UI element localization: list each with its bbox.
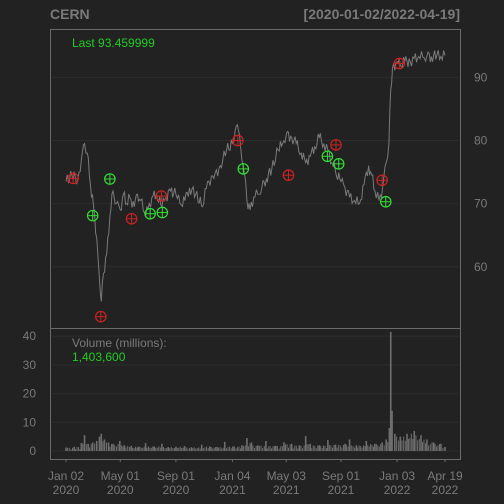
- buy-marker: [237, 163, 250, 175]
- volume-tick-label: 40: [23, 329, 37, 343]
- x-tick-label-line2: 2020: [53, 483, 80, 497]
- volume-bars: [65, 331, 446, 451]
- price-line: [65, 50, 446, 302]
- volume-tick-label: 10: [23, 415, 37, 429]
- last-price-label: Last 93.459999: [72, 36, 155, 50]
- volume-label: Volume (millions):: [72, 336, 167, 350]
- buy-marker: [321, 150, 334, 163]
- volume-tick-label: 0: [29, 444, 36, 458]
- x-tick-label-line1: Sep 01: [157, 469, 195, 483]
- sell-marker: [393, 57, 406, 70]
- price-series-layer: [65, 50, 446, 302]
- trade-markers: [67, 57, 406, 323]
- sell-marker: [376, 174, 388, 187]
- sell-marker: [125, 212, 138, 225]
- x-tick-label-line1: May 03: [267, 469, 307, 483]
- x-tick-label-line1: Jan 02: [48, 469, 84, 483]
- x-tick-label-line2: 2021: [219, 483, 246, 497]
- x-tick-label-line2: 2021: [328, 483, 355, 497]
- sell-marker: [155, 190, 168, 202]
- volume-tick-label: 20: [23, 387, 37, 401]
- x-tick-label-line1: May 01: [101, 469, 141, 483]
- buy-marker: [379, 195, 392, 208]
- sell-marker: [95, 310, 107, 323]
- sell-marker: [67, 172, 80, 185]
- x-tick-label-line1: Jan 04: [214, 469, 250, 483]
- chart-title: CERN: [50, 6, 90, 22]
- grid-layer: [52, 76, 459, 452]
- x-tick-label-line1: Jan 03: [379, 469, 415, 483]
- volume-tick-label: 30: [23, 358, 37, 372]
- price-tick-label: 90: [474, 70, 488, 84]
- x-tick-label-line2: 2022: [432, 483, 459, 497]
- buy-marker: [332, 158, 345, 170]
- date-range: [2020-01-02/2022-04-19]: [304, 6, 460, 22]
- x-tick-label-line2: 2020: [163, 483, 190, 497]
- x-tick-label-line1: Sep 01: [322, 469, 360, 483]
- x-tick-label-line2: 2020: [107, 483, 134, 497]
- sell-marker: [330, 139, 342, 151]
- x-tick-label-line2: 2022: [384, 483, 411, 497]
- buy-marker: [104, 173, 116, 185]
- buy-marker: [144, 207, 156, 220]
- volume-value: 1,403,600: [72, 350, 126, 364]
- price-tick-label: 80: [474, 133, 488, 147]
- sell-marker: [232, 134, 244, 147]
- buy-marker: [86, 209, 99, 222]
- price-tick-label: 70: [474, 197, 488, 211]
- buy-marker: [156, 206, 169, 219]
- x-tick-label-line1: Apr 19: [427, 469, 463, 483]
- x-tick-label-line2: 2021: [273, 483, 300, 497]
- volume-panel-frame: [50, 328, 461, 460]
- sell-marker: [282, 169, 295, 182]
- price-tick-label: 60: [474, 260, 488, 274]
